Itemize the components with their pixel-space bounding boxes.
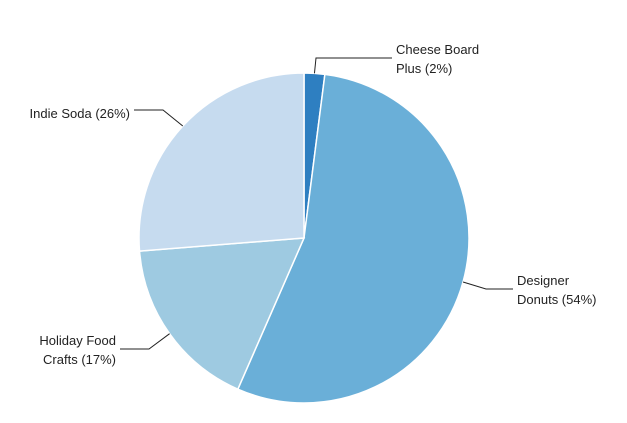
pie-slice-3 [138,72,305,252]
slice-label-line: Holiday Food [39,333,116,348]
slice-label-2: Holiday Food Crafts (17%) [39,333,116,367]
slice-labels: Cheese Board Plus (2%) Designer Donuts (54%… [30,42,597,367]
slice-label-3: Indie Soda (26%) [30,106,130,121]
leader-line-3 [134,109,184,127]
slice-label-1: Designer Donuts (54%) [517,273,596,307]
pie-slices [138,72,470,404]
slice-label-line: Indie Soda (26%) [30,106,130,121]
slice-label-line: Cheese Board [396,42,479,57]
leader-line-2 [120,333,170,350]
slice-label-line: Donuts (54%) [517,292,596,307]
leader-line-0 [313,57,392,74]
slice-label-line: Plus (2%) [396,61,452,76]
pie-slice-1 [236,73,470,404]
leader-line-1 [462,281,513,290]
pie-slice-2 [138,237,306,391]
slice-label-line: Designer [517,273,570,288]
slice-label-line: Crafts (17%) [43,352,116,367]
slice-label-0: Cheese Board Plus (2%) [396,42,479,76]
leader-lines [120,57,513,350]
